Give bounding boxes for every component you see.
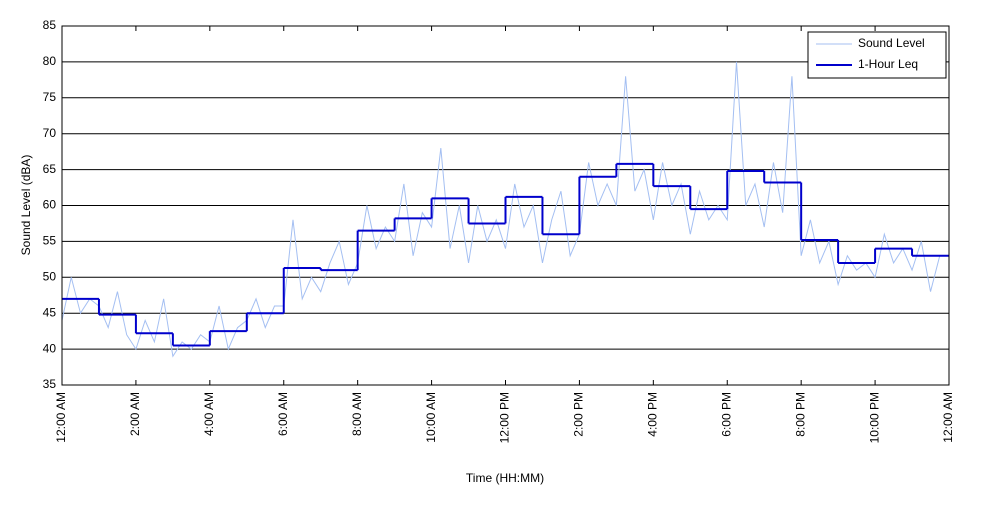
y-tick-label: 50 — [43, 269, 57, 283]
y-tick-label: 35 — [43, 377, 57, 391]
y-tick-label: 45 — [43, 305, 57, 319]
y-tick-label: 80 — [43, 54, 57, 68]
plot-border — [61, 25, 950, 386]
legend-box — [807, 31, 947, 79]
sound-level-line — [61, 61, 941, 358]
legend-label: 1-Hour Leq — [858, 57, 918, 71]
legend-label: Sound Level — [858, 36, 925, 50]
y-tick-label: 75 — [43, 90, 57, 104]
x-tick-label: 4:00 AM — [202, 392, 216, 436]
x-tick-label: 2:00 PM — [572, 392, 586, 437]
y-axis-label: Sound Level (dBA) — [19, 155, 33, 256]
x-axis-label: Time (HH:MM) — [466, 471, 544, 485]
x-tick-label: 10:00 PM — [867, 392, 881, 443]
y-tick-label: 85 — [43, 18, 57, 32]
y-tick-label: 40 — [43, 341, 57, 355]
x-tick-label: 4:00 PM — [646, 392, 660, 437]
x-tick-label: 8:00 AM — [350, 392, 364, 436]
y-tick-label: 70 — [43, 126, 57, 140]
x-tick-label: 6:00 AM — [276, 392, 290, 436]
y-tick-label: 60 — [43, 198, 57, 212]
x-tick-label: 12:00 AM — [941, 392, 955, 443]
x-tick-label: 8:00 PM — [793, 392, 807, 437]
x-tick-label: 12:00 AM — [54, 392, 68, 443]
y-tick-label: 55 — [43, 234, 57, 248]
x-tick-label: 10:00 AM — [424, 392, 438, 443]
x-tick-label: 12:00 PM — [498, 392, 512, 443]
y-tick-label: 65 — [43, 162, 57, 176]
x-tick-label: 2:00 AM — [128, 392, 142, 436]
x-tick-label: 6:00 PM — [719, 392, 733, 437]
